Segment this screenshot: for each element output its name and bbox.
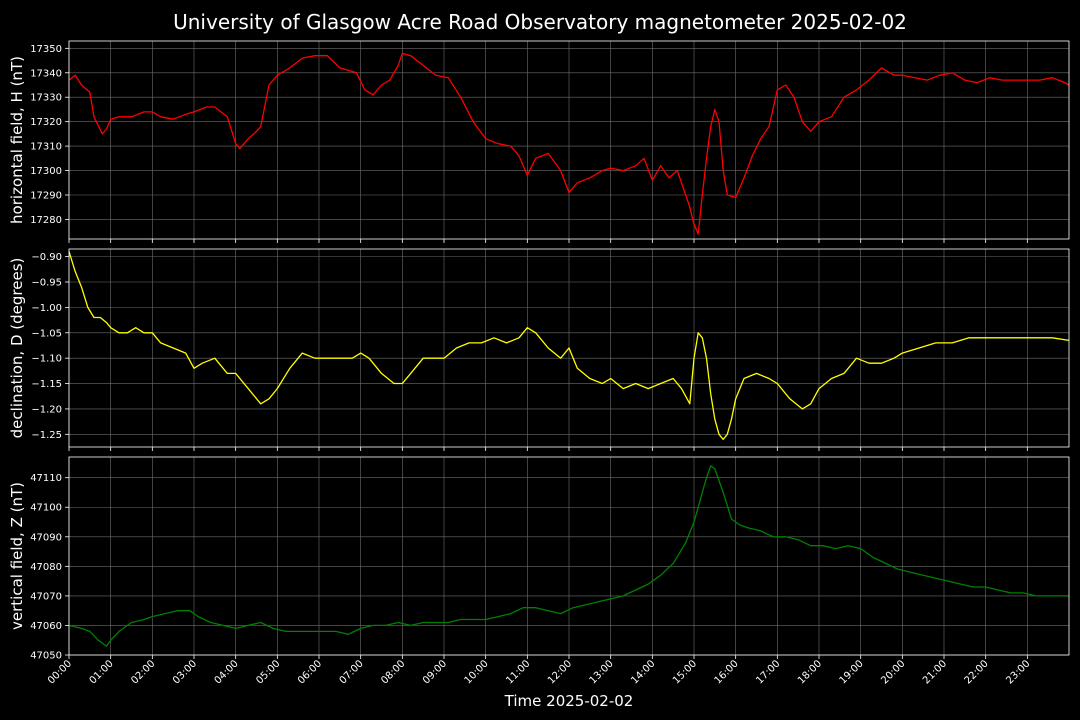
x-tick-label: 15:00	[671, 658, 699, 686]
x-tick-label: 20:00	[879, 658, 907, 686]
y-tick-label: 47080	[30, 562, 62, 573]
x-tick-label: 04:00	[213, 658, 241, 686]
x-tick-label: 00:00	[46, 658, 74, 686]
y-tick-label: −1.05	[31, 328, 62, 339]
x-tick-label: 13:00	[588, 658, 616, 686]
y-tick-label: −1.20	[31, 404, 62, 415]
y-tick-label: −1.00	[31, 303, 62, 314]
x-tick-label: 09:00	[421, 658, 449, 686]
x-tick-label: 21:00	[921, 658, 949, 686]
z-field-y-axis-label: vertical field, Z (nT)	[8, 482, 26, 630]
z-field-frame	[68, 456, 1070, 656]
declination-panel: −0.90 −0.95 −1.00 −1.05 −1.10 −1.15 −1.20 −1.25…	[8, 248, 1070, 451]
y-tick-label: 17280	[30, 215, 62, 226]
x-tick-label: 22:00	[963, 658, 991, 686]
y-tick-label: 47070	[30, 591, 62, 602]
y-tick-label: −1.15	[31, 379, 62, 390]
y-tick-label: −1.25	[31, 430, 62, 441]
x-tick-label: 05:00	[254, 658, 282, 686]
x-tick-label: 14:00	[629, 658, 657, 686]
y-tick-label: 17310	[30, 142, 62, 153]
y-tick-label: −0.95	[31, 278, 62, 289]
y-tick-label: 47100	[30, 503, 62, 514]
y-tick-label: 47110	[30, 473, 62, 484]
x-tick-label: 10:00	[463, 658, 491, 686]
h-field-y-axis-label: horizontal field, H (nT)	[8, 56, 26, 224]
h-field-panel: 17280 17290 17300 17310 17320 17330 17340 17350…	[8, 40, 1070, 243]
x-tick-label: 17:00	[754, 658, 782, 686]
x-tick-label: 12:00	[546, 658, 574, 686]
declination-series-line	[68, 251, 1070, 441]
x-tick-label: 03:00	[171, 658, 199, 686]
h-field-series-line	[68, 52, 1070, 235]
x-tick-label: 06:00	[296, 658, 324, 686]
x-tick-label: 08:00	[379, 658, 407, 686]
declination-y-axis-label: declination, D (degrees)	[8, 258, 26, 439]
z-field-panel: 47050 47060 47070 47080 47090 47100 47110 verti…	[8, 456, 1070, 662]
y-tick-label: −1.10	[31, 354, 62, 365]
x-tick-label: 16:00	[713, 658, 741, 686]
x-axis-label: Time 2025-02-02	[504, 692, 634, 710]
y-tick-label: 47060	[30, 621, 62, 632]
x-tick-label: 07:00	[338, 658, 366, 686]
x-tick-label: 23:00	[1004, 658, 1032, 686]
x-tick-label: 19:00	[838, 658, 866, 686]
x-tick-label: 11:00	[504, 658, 532, 686]
x-tick-label: 02:00	[129, 658, 157, 686]
declination-frame	[68, 248, 1070, 448]
chart-title: University of Glasgow Acre Road Observat…	[173, 10, 907, 34]
y-tick-label: 17300	[30, 166, 62, 177]
y-tick-label: 17290	[30, 191, 62, 202]
x-tick-label: 01:00	[88, 658, 116, 686]
y-tick-label: 17340	[30, 68, 62, 79]
y-tick-label: 17320	[30, 117, 62, 128]
h-field-frame	[68, 40, 1070, 240]
z-field-series-line	[68, 465, 1069, 647]
y-tick-label: 17330	[30, 93, 62, 104]
x-tick-label: 18:00	[796, 658, 824, 686]
y-tick-label: 47090	[30, 532, 62, 543]
y-tick-label: −0.90	[31, 252, 62, 263]
y-tick-label: 17350	[30, 44, 62, 55]
y-tick-label: 47050	[30, 651, 62, 662]
